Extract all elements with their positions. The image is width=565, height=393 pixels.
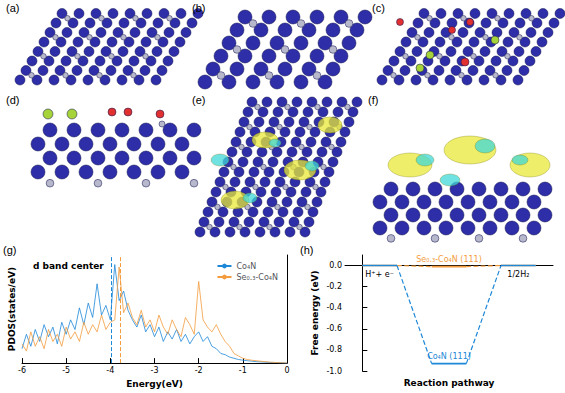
svg-text:Co₄N: Co₄N [236, 262, 256, 271]
svg-text:Free energy (eV): Free energy (eV) [310, 270, 320, 355]
svg-text:-4: -4 [106, 366, 114, 375]
svg-text:(d): (d) [6, 94, 19, 106]
svg-text:Se₀.₃-Co₄N (111): Se₀.₃-Co₄N (111) [416, 255, 482, 264]
svg-text:Energy(eV): Energy(eV) [126, 379, 183, 389]
svg-text:H⁺+ e⁻: H⁺+ e⁻ [365, 270, 394, 279]
svg-text:Se₀.₃-Co₄N: Se₀.₃-Co₄N [236, 273, 278, 282]
svg-text:-6: -6 [18, 366, 26, 375]
svg-text:(f): (f) [368, 94, 378, 106]
svg-text:1/2H₂: 1/2H₂ [507, 270, 529, 279]
svg-text:PDOS(states/eV): PDOS(states/eV) [7, 267, 17, 351]
svg-text:d band center: d band center [33, 261, 104, 271]
svg-text:(a): (a) [6, 2, 19, 14]
svg-text:0.0: 0.0 [329, 261, 342, 270]
svg-text:Co₄N (111): Co₄N (111) [427, 352, 471, 361]
svg-text:(h): (h) [300, 244, 313, 256]
svg-text:(b): (b) [192, 2, 205, 14]
svg-text:-2: -2 [195, 366, 203, 375]
svg-text:-0.2: -0.2 [326, 282, 342, 291]
svg-text:(e): (e) [192, 94, 205, 106]
svg-text:-1.0: -1.0 [326, 367, 342, 376]
svg-text:-0.6: -0.6 [326, 324, 342, 333]
svg-text:-0.8: -0.8 [326, 345, 342, 354]
svg-text:-5: -5 [62, 366, 70, 375]
svg-text:Reaction pathway: Reaction pathway [404, 378, 495, 388]
svg-text:0: 0 [284, 366, 289, 375]
svg-text:-1: -1 [239, 366, 247, 375]
svg-text:-3: -3 [151, 366, 159, 375]
svg-text:-0.4: -0.4 [326, 303, 342, 312]
svg-text:(g): (g) [3, 244, 16, 256]
svg-text:(c): (c) [372, 2, 385, 14]
